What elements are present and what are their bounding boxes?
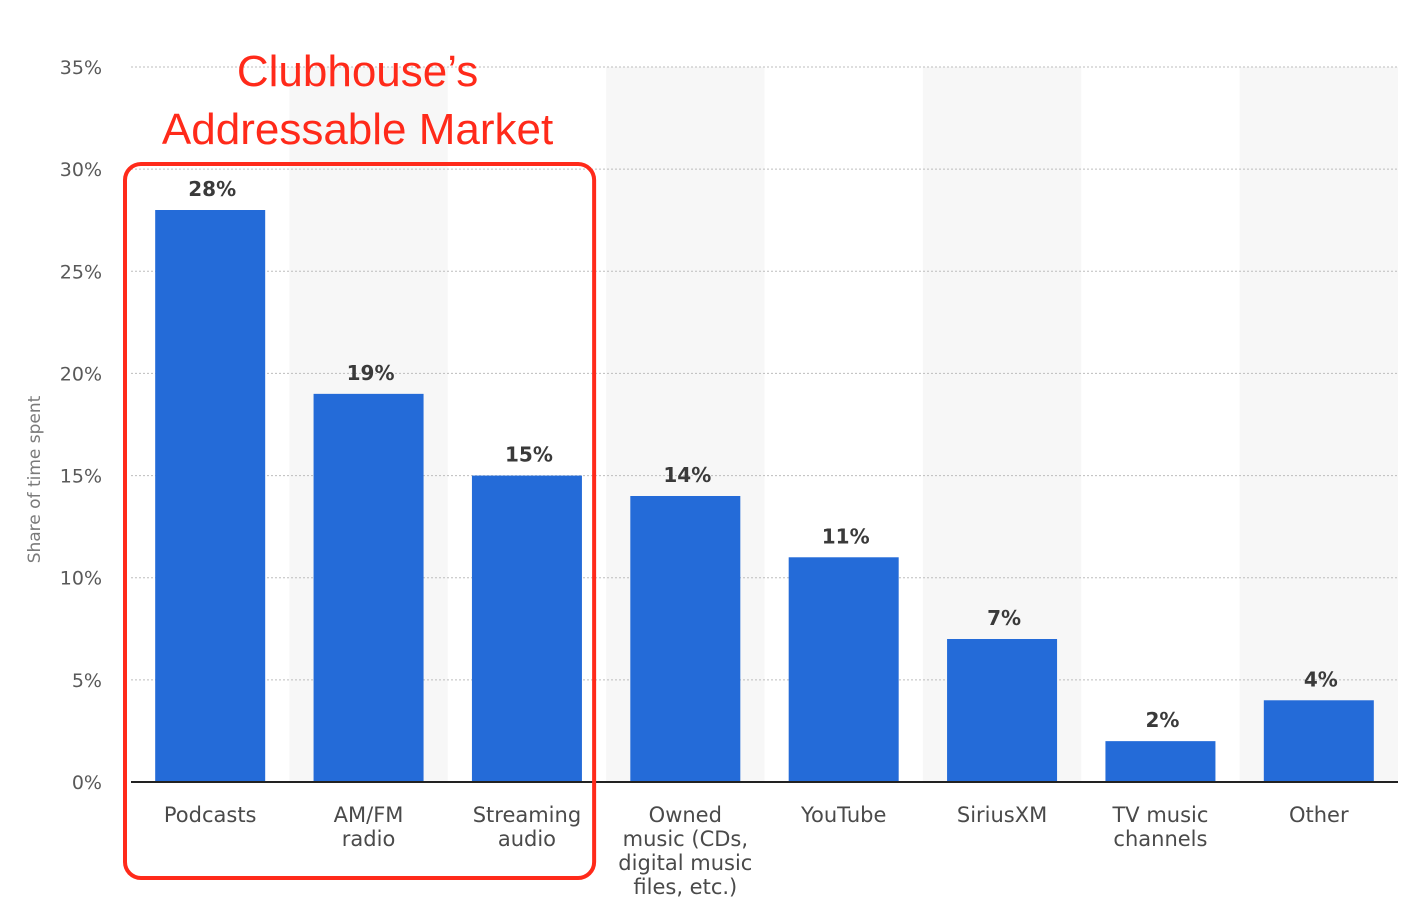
x-tick-label-7: Other <box>1289 803 1349 827</box>
y-tick-label: 0% <box>72 772 102 794</box>
value-label-5: 7% <box>987 606 1021 630</box>
value-label-3: 14% <box>663 463 711 487</box>
value-label-1: 19% <box>347 361 395 385</box>
value-label-4: 11% <box>822 524 870 548</box>
y-axis-ticks: 0% 5% 10% 15% 20% 25% 30% 35% <box>60 57 102 794</box>
y-axis-label: Share of time spent <box>25 395 45 563</box>
bar-4 <box>788 557 899 782</box>
bar-0 <box>155 210 266 782</box>
bar-2 <box>471 475 582 782</box>
gridlines <box>131 66 1398 681</box>
addressable-market-highlight-box <box>123 162 597 880</box>
y-tick-label: 30% <box>60 159 102 181</box>
bar-3 <box>630 496 741 782</box>
band-7 <box>1239 67 1398 782</box>
value-label-0: 28% <box>188 177 236 201</box>
y-tick-label: 25% <box>60 261 102 283</box>
x-tick-label-2: Streaming audio <box>473 803 581 851</box>
bars <box>155 210 1374 782</box>
bar-7 <box>1263 700 1374 782</box>
y-tick-label: 35% <box>60 57 102 79</box>
bar-5 <box>947 639 1058 782</box>
bar-6 <box>1105 741 1216 782</box>
y-tick-label: 10% <box>60 568 102 590</box>
addressable-market-annotation: Clubhouse’s Addressable Market <box>162 47 553 154</box>
x-tick-label-4: YouTube <box>800 803 886 827</box>
x-tick-label-0: Podcasts <box>164 803 257 827</box>
y-tick-label: 20% <box>60 363 102 385</box>
x-tick-label-1: AM/FM radio <box>334 803 404 851</box>
value-labels: 28% 19% 15% 14% 11% 7% 2% 4% <box>188 177 1338 732</box>
value-label-2: 15% <box>505 443 553 467</box>
value-label-7: 4% <box>1304 667 1338 691</box>
background-bands <box>289 67 1398 782</box>
x-tick-label-5: SiriusXM <box>957 803 1047 827</box>
x-tick-label-6: TV music channels <box>1111 803 1208 851</box>
x-axis-labels: Podcasts AM/FM radio Streaming audio Owned mus… <box>164 803 1349 899</box>
x-tick-label-3: Owned music (CDs, digital music files, etc.… <box>618 803 752 899</box>
bar-1 <box>313 393 424 782</box>
y-tick-label: 15% <box>60 466 102 488</box>
value-label-6: 2% <box>1145 708 1179 732</box>
y-tick-label: 5% <box>72 670 102 692</box>
